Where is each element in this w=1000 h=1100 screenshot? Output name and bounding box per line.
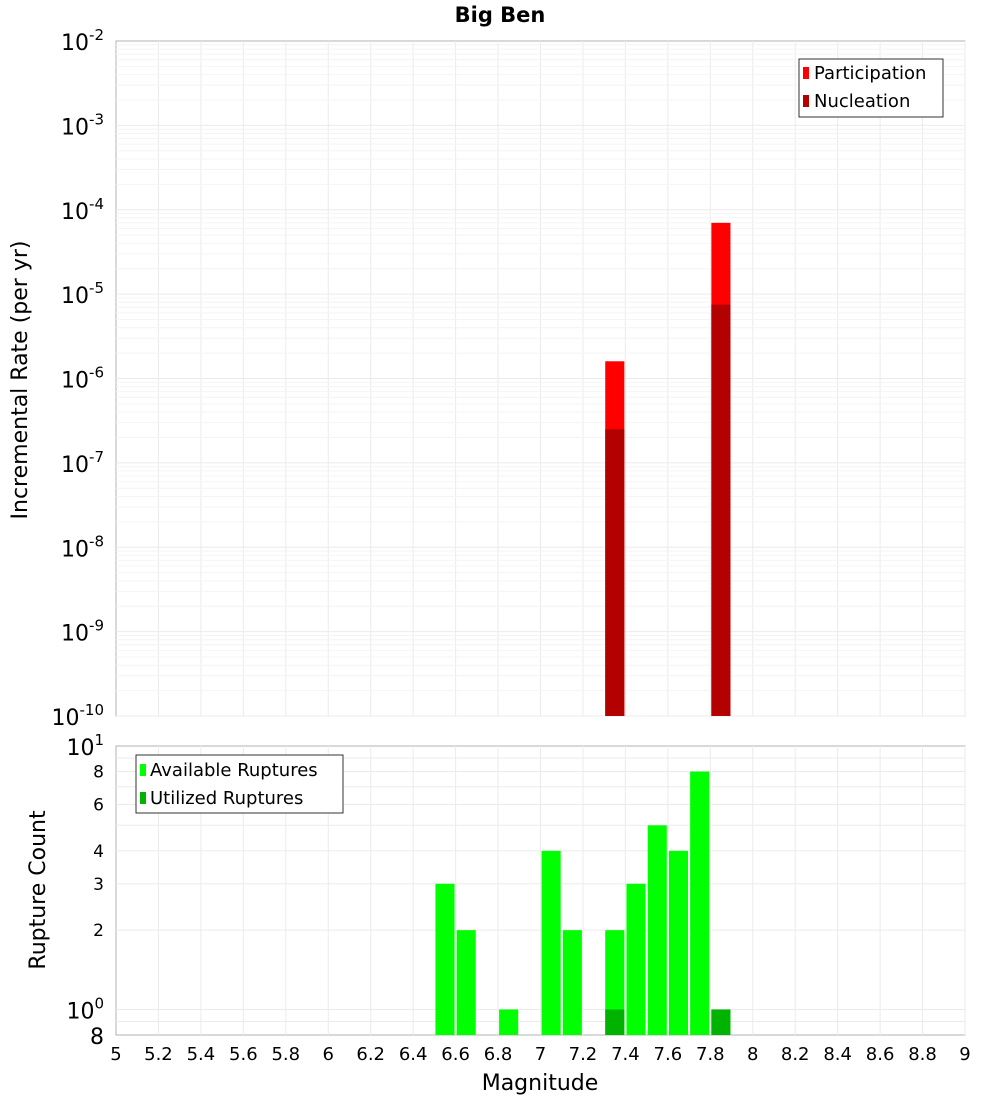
x-tick-label: 6 xyxy=(323,1044,334,1065)
nucleation-bar xyxy=(605,429,625,716)
utilized-ruptures-bar xyxy=(711,1009,731,1035)
available-ruptures-bar xyxy=(605,930,625,1035)
magnitude-x-tick-labels: 5 5.2 5.4 5.6 5.8 6 6.2 6.4 6.6 6.8 7 7.2 7.4 7.6 7.8 8… xyxy=(110,1044,970,1065)
legend-swatch xyxy=(803,95,809,107)
rate-y-tick-label: 10-5 xyxy=(61,279,104,309)
x-tick-label: 7.6 xyxy=(654,1044,683,1065)
x-tick-label: 6.6 xyxy=(441,1044,470,1065)
legend-swatch xyxy=(803,67,809,79)
rate-panel: 10-2 10-3 10-4 10-5 10-6 10-7 10-8 10-9 10-10 In… xyxy=(8,26,966,731)
x-tick-label: 8 xyxy=(747,1044,758,1065)
count-y-tick-label: 8 xyxy=(93,763,104,783)
available-ruptures-bar xyxy=(562,930,582,1035)
rate-y-tick-label: 10-7 xyxy=(61,448,104,478)
available-ruptures-bar xyxy=(647,825,667,1035)
x-tick-label: 8.4 xyxy=(823,1044,852,1065)
available-ruptures-bar xyxy=(435,883,455,1035)
rate-gridlines xyxy=(116,41,966,717)
legend-entry: Available Ruptures xyxy=(150,760,318,781)
count-legend-box xyxy=(135,754,344,814)
rate-y-tick-label: 10-2 xyxy=(61,26,104,56)
available-ruptures-bar xyxy=(668,850,689,1035)
available-ruptures-bar xyxy=(499,1009,519,1035)
x-tick-label: 5.2 xyxy=(144,1044,173,1065)
count-legend: Available Ruptures Utilized Ruptures xyxy=(135,754,344,814)
x-tick-label: 8.6 xyxy=(866,1044,895,1065)
rate-y-axis-label: Incremental Rate (per yr) xyxy=(8,241,33,520)
available-ruptures-bar xyxy=(626,883,646,1035)
available-ruptures-bar xyxy=(456,930,476,1035)
chart-title: Big Ben xyxy=(455,3,546,27)
x-tick-label: 9 xyxy=(959,1044,970,1065)
count-bars xyxy=(435,771,731,1035)
legend-swatch xyxy=(140,764,146,776)
rate-y-tick-label: 10-10 xyxy=(52,701,105,731)
x-tick-label: 8.8 xyxy=(908,1044,937,1065)
legend-entry: Nucleation xyxy=(814,91,910,112)
count-y-tick-label: 100 xyxy=(66,994,104,1024)
x-tick-label: 7.2 xyxy=(569,1044,598,1065)
available-ruptures-bar xyxy=(541,850,561,1035)
x-tick-label: 8.2 xyxy=(781,1044,810,1065)
count-y-tick-label: 101 xyxy=(66,731,104,761)
count-y-axis-label: Rupture Count xyxy=(26,810,51,970)
legend-swatch xyxy=(140,792,146,804)
x-tick-label: 7 xyxy=(535,1044,546,1065)
x-tick-label: 6.4 xyxy=(399,1044,428,1065)
legend-entry: Participation xyxy=(814,63,926,84)
nucleation-bar xyxy=(711,304,731,716)
count-y-tick-label: 6 xyxy=(93,795,104,815)
rate-y-tick-label: 10-8 xyxy=(61,532,104,562)
rate-y-tick-labels: 10-2 10-3 10-4 10-5 10-6 10-7 10-8 10-9 10-10 xyxy=(52,26,105,731)
rate-bars xyxy=(605,222,731,716)
count-y-tick-label: 8 xyxy=(90,1025,104,1050)
x-tick-label: 7.4 xyxy=(611,1044,640,1065)
x-axis-label: Magnitude xyxy=(482,1071,599,1096)
x-tick-label: 5 xyxy=(110,1044,121,1065)
rate-legend-box xyxy=(798,58,944,118)
rate-y-tick-label: 10-9 xyxy=(61,617,104,647)
legend-entry: Utilized Ruptures xyxy=(150,788,303,809)
utilized-ruptures-bar xyxy=(605,1009,625,1035)
count-y-tick-label: 3 xyxy=(93,875,104,895)
count-y-tick-label: 2 xyxy=(93,921,104,941)
available-ruptures-bar xyxy=(690,771,710,1035)
x-tick-label: 6.2 xyxy=(356,1044,385,1065)
x-tick-label: 6.8 xyxy=(484,1044,513,1065)
x-tick-label: 7.8 xyxy=(696,1044,725,1065)
rate-y-tick-label: 10-3 xyxy=(61,110,104,140)
count-y-tick-label: 4 xyxy=(93,842,104,862)
x-tick-label: 5.4 xyxy=(187,1044,216,1065)
x-tick-label: 5.6 xyxy=(229,1044,258,1065)
rate-y-tick-label: 10-6 xyxy=(61,364,104,394)
rate-legend: Participation Nucleation xyxy=(798,58,944,118)
rate-y-tick-label: 10-4 xyxy=(61,195,104,225)
x-tick-label: 5.8 xyxy=(271,1044,300,1065)
